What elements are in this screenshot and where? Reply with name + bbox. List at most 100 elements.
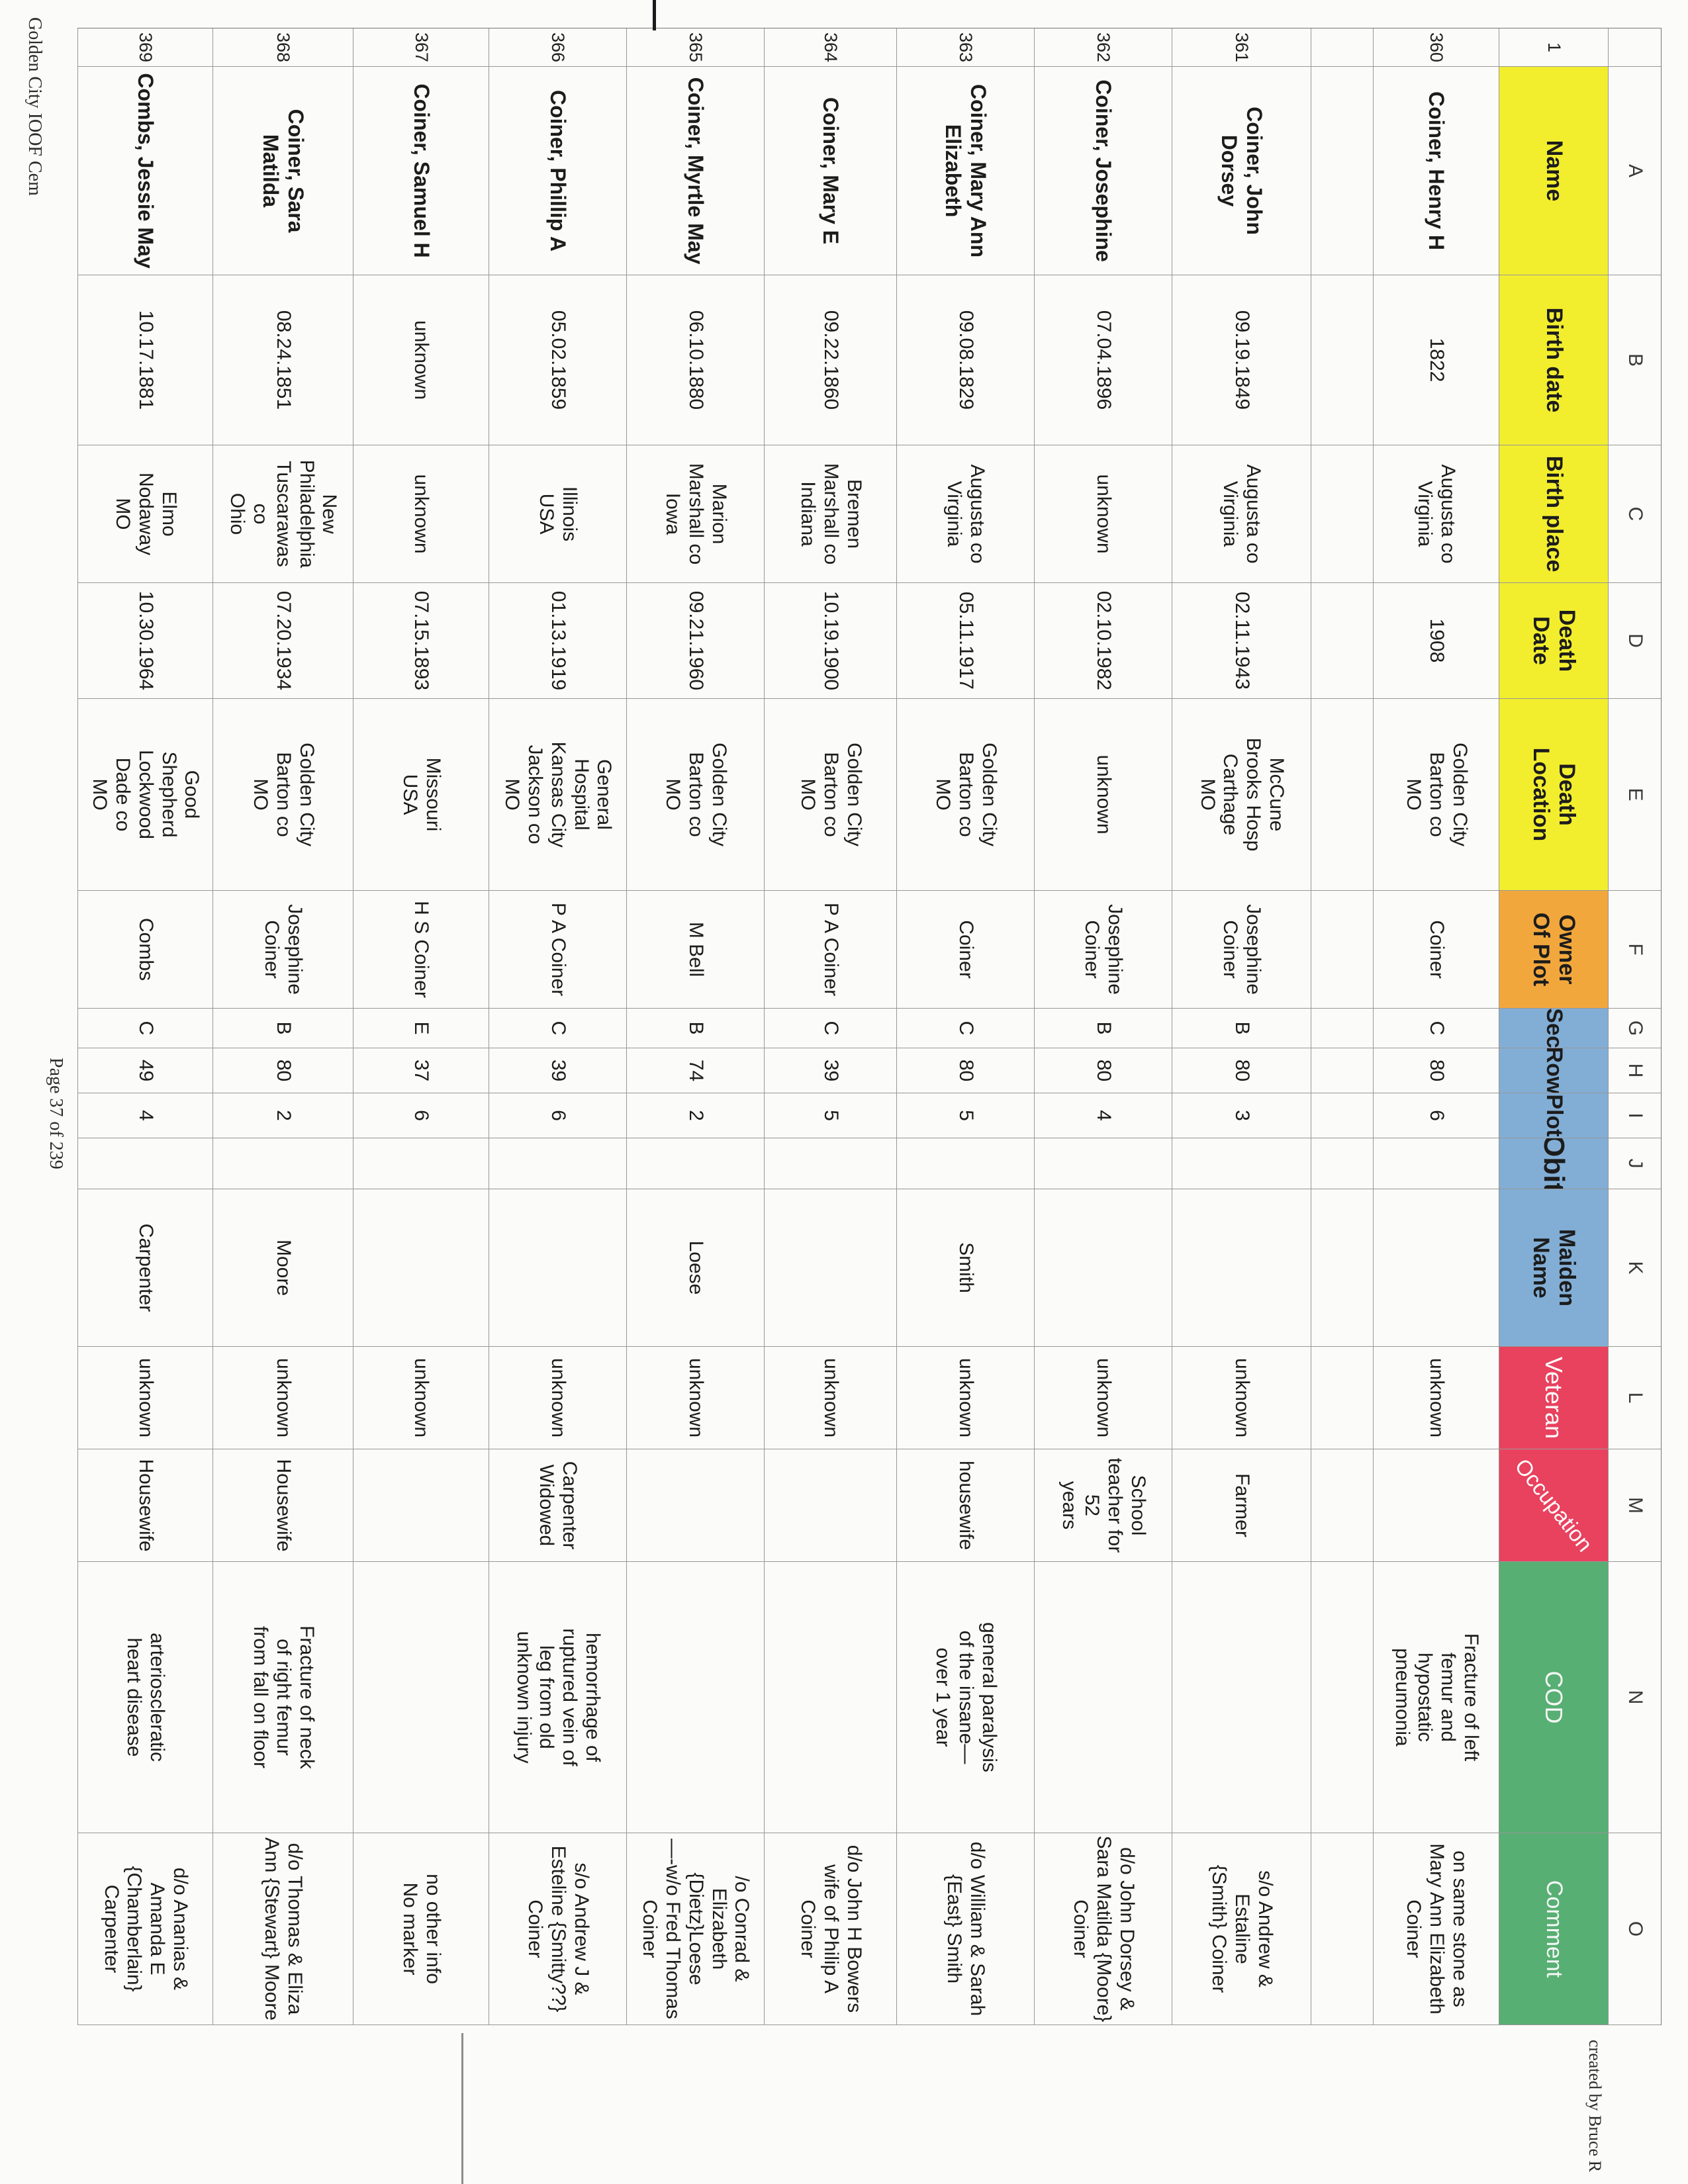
cell-plot: 3 [1172,1093,1311,1138]
spreadsheet-grid: A B C D E F G H I J K L M N O 1 Name Bir… [77,28,1662,2025]
cell-name: Coiner, Samuel H [353,67,489,275]
column-letter-i: I [1608,1093,1661,1138]
cell-sec: C [896,1009,1034,1048]
cell-sec: E [353,1009,489,1048]
cell-sec: C [764,1009,896,1048]
column-letter-l: L [1608,1347,1661,1449]
cell-cod: general paralysis of the insane— over 1 … [896,1562,1034,1833]
cell-maiden [353,1189,489,1347]
column-letters-row: A B C D E F G H I J K L M N O [1608,28,1661,2025]
cell-sec: C [1373,1009,1499,1048]
record-row-364: 364 Coiner, Mary E 09.22.1860 Bremen Mar… [764,28,896,2025]
cell-veteran: unknown [1034,1347,1172,1449]
cell-name: Coiner, Josephine [1034,67,1172,275]
cell-owner: P A Coiner [764,891,896,1009]
cell-death-date: 07.20.1934 [212,583,353,699]
scan-edge-artifact-top [653,0,656,30]
cell-death-date: 10.30.1964 [77,583,212,699]
cell-obit [353,1138,489,1189]
cell-occupation [1311,1449,1373,1562]
row-number: 365 [626,28,764,67]
cell-obit [1034,1138,1172,1189]
cell-comment: /o Conrad & Elizabeth {Dietz}Loese —-w/o… [626,1833,764,2025]
cell-maiden [1311,1189,1373,1347]
cell-birth-date: 09.08.1829 [896,275,1034,445]
header-birth-place: Birth place [1499,445,1608,583]
cell-birth-place: unknown [1034,445,1172,583]
cell-cod [626,1562,764,1833]
cell-comment [1311,1833,1373,2025]
cell-comment: d/o John H Bowers wife of Philip A Coine… [764,1833,896,2025]
cell-sec: B [626,1009,764,1048]
cell-veteran: unknown [77,1347,212,1449]
cell-death-location: Golden City Barton co MO [896,699,1034,891]
empty-spacer-row [1311,28,1373,2025]
cell-comment: d/o John Dorsey & Sara Matilda {Moore} C… [1034,1833,1172,2025]
cell-occupation [1373,1449,1499,1562]
print-header-created-by: created by Bruce R [1585,2040,1605,2172]
cell-occupation [626,1449,764,1562]
cell-death-location: unknown [1034,699,1172,891]
cell-occupation: Farmer [1172,1449,1311,1562]
cell-owner: Josephine Coiner [212,891,353,1009]
corner-cell [1608,28,1661,67]
cell-veteran: unknown [1172,1347,1311,1449]
header-name: Name [1499,67,1608,275]
column-letter-b: B [1608,275,1661,445]
cell-death-location: Golden City Barton co MO [1373,699,1499,891]
cell-birth-place: Marion Marshall co Iowa [626,445,764,583]
cell-cod [764,1562,896,1833]
row-number-1: 1 [1499,28,1608,67]
cell-maiden: Carpenter [77,1189,212,1347]
cell-birth-place: Elmo Nodaway MO [77,445,212,583]
cell-cod: hemorrhage of ruptured vein of leg from … [489,1562,626,1833]
cell-maiden [1034,1189,1172,1347]
cell-birth-date: 09.19.1849 [1172,275,1311,445]
column-letter-e: E [1608,699,1661,891]
cell-occupation [353,1449,489,1562]
column-letter-c: C [1608,445,1661,583]
record-row-362: 362 Coiner, Josephine 07.04.1896 unknown… [1034,28,1172,2025]
cell-plot: 2 [626,1093,764,1138]
cell-maiden: Loese [626,1189,764,1347]
row-number: 360 [1373,28,1499,67]
cell-maiden: Moore [212,1189,353,1347]
header-owner-of-plot: Owner Of Plot [1499,891,1608,1009]
cell-row: 74 [626,1048,764,1093]
header-obit: Obit [1499,1138,1608,1189]
cell-obit [1311,1138,1373,1189]
cell-plot: 4 [77,1093,212,1138]
cell-birth-place: Augusta co Virginia [1373,445,1499,583]
cell-occupation: School teacher for 52 years [1034,1449,1172,1562]
record-row-369: 369 Combs, Jessie May 10.17.1881 Elmo No… [77,28,212,2025]
cell-plot: 6 [353,1093,489,1138]
cell-comment: d/o William & Sarah {East} Smith [896,1833,1034,2025]
cell-death-location: Good Shepherd Lockwood Dade co MO [77,699,212,891]
row-number: 362 [1034,28,1172,67]
cell-cod [1034,1562,1172,1833]
cell-sec: B [1172,1009,1311,1048]
cell-veteran: unknown [212,1347,353,1449]
cell-row: 80 [1034,1048,1172,1093]
cell-name: Coiner, Mary Ann Elizabeth [896,67,1034,275]
cell-occupation [764,1449,896,1562]
cell-name: Coiner, Mary E [764,67,896,275]
cell-row [1311,1048,1373,1093]
record-row-367: 367 Coiner, Samuel H unknown unknown 07.… [353,28,489,2025]
cell-veteran: unknown [353,1347,489,1449]
header-cod: COD [1499,1562,1608,1833]
cell-death-date: 02.11.1943 [1172,583,1311,699]
row-number: 364 [764,28,896,67]
cell-plot: 5 [896,1093,1034,1138]
cell-birth-date: 07.04.1896 [1034,275,1172,445]
cell-obit [212,1138,353,1189]
record-row-365: 365 Coiner, Myrtle May 06.10.1880 Marion… [626,28,764,2025]
cell-death-location [1311,699,1373,891]
column-letter-k: K [1608,1189,1661,1347]
cell-owner: M Bell [626,891,764,1009]
row-number: 368 [212,28,353,67]
cell-name: Combs, Jessie May [77,67,212,275]
cell-plot: 2 [212,1093,353,1138]
cell-sec [1311,1009,1373,1048]
